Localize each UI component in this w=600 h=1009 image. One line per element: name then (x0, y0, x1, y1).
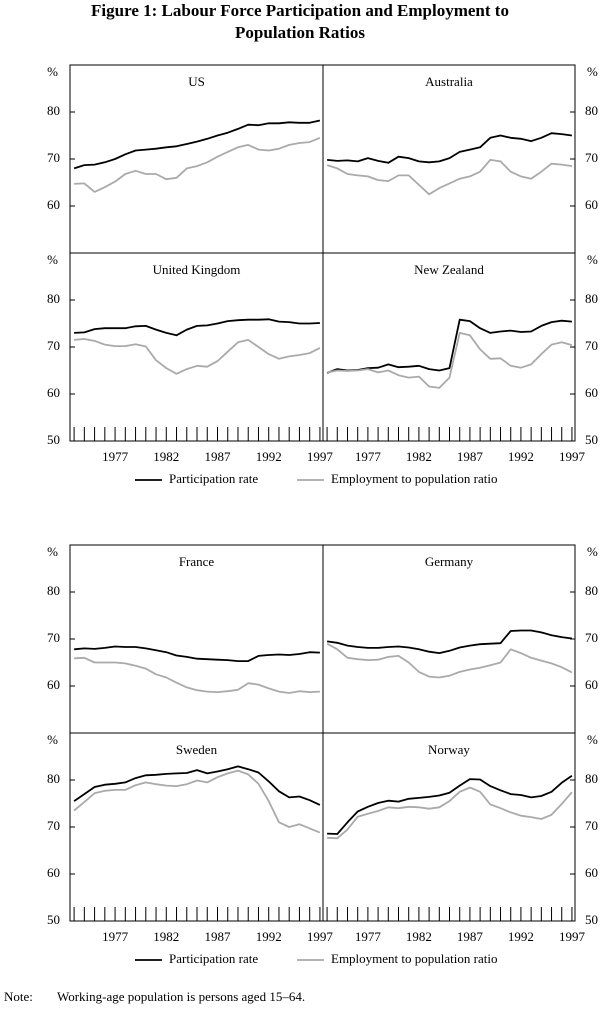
y-tick-label: 60 (585, 865, 598, 880)
series-line (326, 629, 573, 654)
panel-title: Norway (428, 742, 470, 757)
panel-frame (69, 544, 324, 734)
y-tick-label: 60 (585, 197, 598, 212)
y-tick-label: 70 (47, 818, 60, 833)
x-tick-label: 1982 (153, 449, 179, 464)
x-tick-label: 1987 (457, 449, 484, 464)
y-tick-label: 80 (585, 771, 598, 786)
series-line (74, 136, 321, 193)
y-axis-label: % (587, 252, 598, 267)
y-tick-label: 60 (47, 385, 60, 400)
y-tick-label: 70 (47, 338, 60, 353)
y-tick-label: 50 (47, 912, 60, 927)
x-tick-label: 1997 (559, 449, 586, 464)
note-text: Working-age population is persons aged 1… (57, 989, 305, 1004)
series-line (327, 132, 573, 164)
series-line (74, 318, 320, 337)
x-tick-label: 1992 (508, 929, 534, 944)
y-tick-label: 60 (585, 385, 598, 400)
series-line (326, 642, 573, 679)
y-tick-label: 70 (585, 338, 598, 353)
y-tick-label: 70 (47, 630, 60, 645)
y-tick-label: 60 (47, 677, 60, 692)
x-tick-label: 1987 (204, 929, 231, 944)
y-tick-label: 60 (585, 677, 598, 692)
y-tick-label: 80 (585, 291, 598, 306)
y-tick-label: 70 (47, 150, 60, 165)
y-axis-label: % (47, 64, 58, 79)
x-tick-label: 1977 (102, 449, 129, 464)
panel-frame (322, 252, 576, 442)
y-tick-label: 70 (585, 150, 598, 165)
y-tick-label: 50 (47, 432, 60, 447)
series-line (73, 769, 321, 834)
series-line (327, 775, 573, 835)
series-line (73, 119, 321, 170)
y-axis-label: % (587, 732, 598, 747)
y-axis-label: % (587, 544, 598, 559)
panel-frame (69, 252, 324, 442)
y-axis-label: % (47, 544, 58, 559)
x-tick-label: 1977 (355, 449, 382, 464)
panel-title: Australia (425, 74, 473, 89)
series-line (74, 338, 321, 375)
x-tick-label: 1997 (307, 449, 334, 464)
series-line (327, 786, 573, 840)
y-tick-label: 80 (47, 771, 60, 786)
y-tick-label: 80 (47, 583, 60, 598)
panel-title: New Zealand (414, 262, 484, 277)
y-tick-label: 60 (47, 865, 60, 880)
legend-label: Participation rate (169, 951, 258, 966)
y-tick-label: 70 (585, 630, 598, 645)
panel-title: US (188, 74, 205, 89)
series-line (74, 645, 320, 662)
panel-frame (322, 544, 576, 734)
x-tick-label: 1977 (102, 929, 129, 944)
x-tick-label: 1992 (256, 929, 282, 944)
x-tick-label: 1977 (355, 929, 382, 944)
y-tick-label: 70 (585, 818, 598, 833)
x-tick-label: 1982 (153, 929, 179, 944)
y-tick-label: 80 (47, 103, 60, 118)
y-tick-label: 80 (585, 103, 598, 118)
legend-label: Employment to population ratio (331, 951, 497, 966)
panel-title: Sweden (176, 742, 218, 757)
series-line (73, 765, 321, 806)
panel-frame (69, 732, 324, 922)
y-tick-label: 80 (585, 583, 598, 598)
x-tick-label: 1982 (406, 929, 432, 944)
y-axis-label: % (587, 64, 598, 79)
note-label: Note: (4, 989, 33, 1004)
y-tick-label: 50 (585, 912, 598, 927)
y-axis-label: % (47, 732, 58, 747)
panel-frame (322, 732, 576, 922)
panel-title: Germany (425, 554, 474, 569)
series-line (326, 318, 572, 374)
legend-label: Employment to population ratio (331, 471, 497, 486)
y-axis-label: % (47, 252, 58, 267)
x-tick-label: 1992 (256, 449, 282, 464)
y-tick-label: 60 (47, 197, 60, 212)
x-tick-label: 1982 (406, 449, 432, 464)
panel-frame (69, 64, 324, 254)
x-tick-label: 1992 (508, 449, 534, 464)
x-tick-label: 1987 (204, 449, 231, 464)
legend-label: Participation rate (169, 471, 258, 486)
y-tick-label: 80 (47, 291, 60, 306)
series-line (326, 332, 573, 389)
y-tick-label: 50 (585, 432, 598, 447)
series-line (74, 656, 320, 694)
figure-title: Figure 1: Labour Force Participation and… (91, 1, 509, 42)
panel-title: United Kingdom (153, 262, 241, 277)
x-tick-label: 1997 (307, 929, 334, 944)
series-line (326, 159, 573, 196)
x-tick-label: 1987 (457, 929, 484, 944)
panel-title: France (179, 554, 215, 569)
x-tick-label: 1997 (559, 929, 586, 944)
